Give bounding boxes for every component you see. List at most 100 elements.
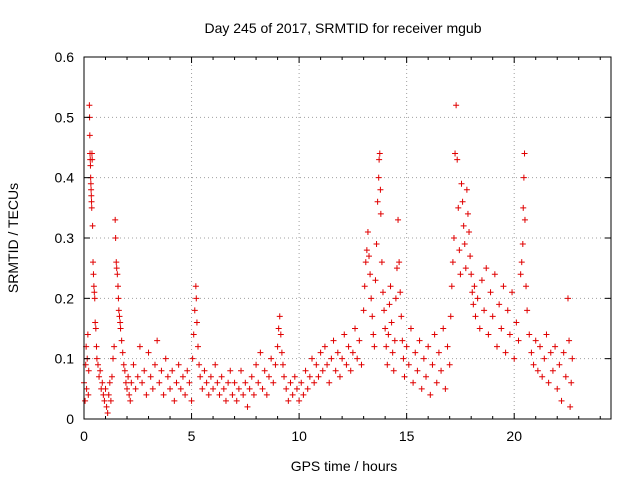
data-point (554, 385, 561, 392)
data-point (517, 271, 524, 278)
data-point (111, 343, 118, 350)
data-point (143, 391, 150, 398)
data-point (175, 361, 182, 368)
data-point (265, 373, 272, 380)
data-point (471, 283, 478, 290)
data-point (89, 156, 96, 163)
data-point (537, 343, 544, 350)
data-point (375, 174, 382, 181)
data-point (120, 361, 127, 368)
data-point (279, 361, 286, 368)
data-point (460, 222, 467, 229)
data-point (569, 355, 576, 362)
data-point (189, 355, 196, 362)
data-point (449, 259, 456, 266)
x-tick-label: 0 (80, 428, 88, 444)
data-point (255, 379, 262, 386)
data-point (458, 180, 465, 187)
data-point (481, 307, 488, 314)
data-point (115, 307, 122, 314)
data-point (317, 349, 324, 356)
data-point (169, 367, 176, 374)
data-point (405, 361, 412, 368)
data-point (511, 355, 518, 362)
data-point (466, 228, 473, 235)
data-point (367, 271, 374, 278)
data-point (147, 373, 154, 380)
data-point (149, 385, 156, 392)
data-point (446, 361, 453, 368)
data-point (448, 283, 455, 290)
data-point (244, 403, 251, 410)
data-point (418, 385, 425, 392)
data-point (363, 247, 370, 254)
data-point (489, 313, 496, 320)
data-point (520, 174, 527, 181)
data-point (119, 349, 126, 356)
data-point (102, 385, 109, 392)
data-point (420, 355, 427, 362)
data-point (476, 325, 483, 332)
data-point (433, 379, 440, 386)
data-point (225, 379, 232, 386)
data-point (373, 241, 380, 248)
data-point (370, 331, 377, 338)
data-point (214, 379, 221, 386)
data-point (87, 162, 94, 169)
data-point (304, 385, 311, 392)
data-point (539, 373, 546, 380)
data-point (366, 253, 373, 260)
data-point (532, 337, 539, 344)
data-point (387, 283, 394, 290)
data-point (248, 373, 255, 380)
data-point (227, 367, 234, 374)
data-point (216, 391, 223, 398)
data-point (88, 204, 95, 211)
data-point (115, 295, 122, 302)
data-point (191, 307, 198, 314)
data-point (506, 331, 513, 338)
data-point (103, 403, 110, 410)
data-point (145, 349, 152, 356)
data-point (321, 343, 328, 350)
data-point (88, 198, 95, 205)
data-point (412, 349, 419, 356)
data-point (521, 216, 528, 223)
data-point (130, 361, 137, 368)
data-point (358, 361, 365, 368)
data-point (93, 355, 100, 362)
data-point (361, 283, 368, 290)
data-point (88, 186, 95, 193)
data-point (238, 367, 245, 374)
data-point (195, 343, 202, 350)
data-point (84, 331, 91, 338)
data-point (233, 397, 240, 404)
data-point (92, 319, 99, 326)
data-point (291, 373, 298, 380)
data-point (313, 361, 320, 368)
grid-lines (84, 57, 611, 419)
data-point (253, 361, 260, 368)
data-point (315, 373, 322, 380)
data-point (354, 355, 361, 362)
data-point (341, 331, 348, 338)
data-point (332, 367, 339, 374)
data-point (158, 367, 165, 374)
data-point (401, 373, 408, 380)
data-point (160, 391, 167, 398)
data-point (91, 289, 98, 296)
data-point (319, 367, 326, 374)
data-point (444, 343, 451, 350)
chart-title: Day 245 of 2017, SRMTID for receiver mgu… (204, 20, 481, 36)
data-point (277, 331, 284, 338)
data-point (440, 325, 447, 332)
data-point (560, 349, 567, 356)
data-point (184, 367, 191, 374)
data-point (416, 337, 423, 344)
data-point (91, 295, 98, 302)
data-point (429, 361, 436, 368)
data-point (356, 337, 363, 344)
data-point (336, 373, 343, 380)
data-point (564, 295, 571, 302)
